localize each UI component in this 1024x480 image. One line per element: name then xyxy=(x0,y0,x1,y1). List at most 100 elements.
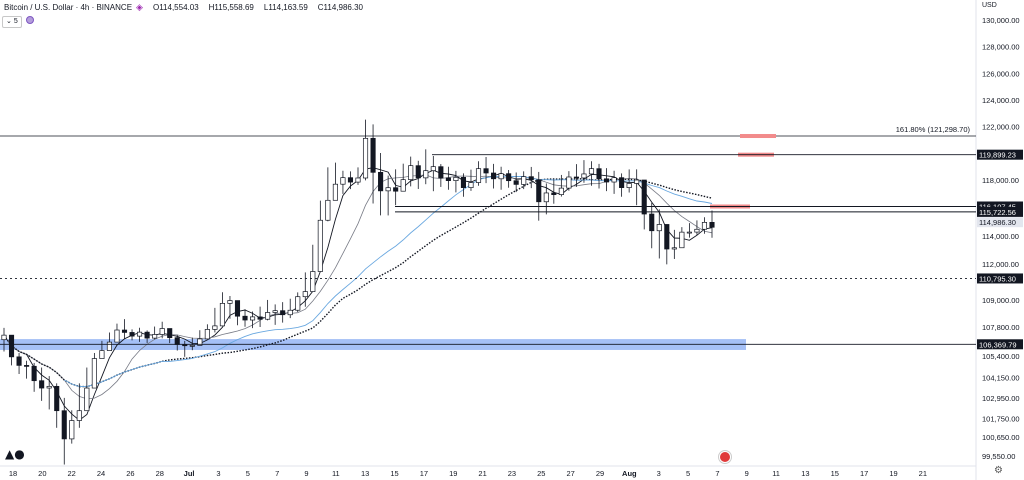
y-tick-label: 112,000.00 xyxy=(982,260,1019,269)
y-tick-label: 114,000.00 xyxy=(982,232,1019,241)
candle-body xyxy=(76,410,82,421)
price-tag-label: 110,795.30 xyxy=(979,274,1016,283)
tradingview-logo-icon[interactable]: ▲● xyxy=(5,447,25,461)
candle-body xyxy=(39,380,45,389)
x-tick-label: 13 xyxy=(361,469,369,478)
x-tick-label: 3 xyxy=(216,469,220,478)
candle-body xyxy=(121,329,128,333)
currency-label[interactable]: USD xyxy=(982,2,997,9)
candle-body xyxy=(701,222,708,230)
candle-body xyxy=(174,337,180,345)
symbol-title[interactable]: Bitcoin / U.S. Dollar · 4h · BINANCE xyxy=(4,3,133,12)
candle-body xyxy=(588,168,595,175)
us-flag-icon[interactable] xyxy=(719,451,731,463)
candle-body xyxy=(393,187,399,192)
x-tick-label: 19 xyxy=(889,469,897,478)
x-tick-label: 5 xyxy=(246,469,250,478)
candle-body xyxy=(649,213,655,232)
chart-header: Bitcoin / U.S. Dollar · 4h · BINANCE ◈ O… xyxy=(4,2,363,13)
x-tick-label: 18 xyxy=(9,469,17,478)
x-tick-label: 9 xyxy=(745,469,749,478)
candle-body xyxy=(167,328,173,339)
x-tick-label: 29 xyxy=(596,469,604,478)
x-tick-label: 27 xyxy=(566,469,574,478)
indicator-count: 5 xyxy=(13,18,18,25)
x-tick-label: 3 xyxy=(657,469,661,478)
candle-body xyxy=(445,177,451,181)
candle-body xyxy=(581,173,587,179)
y-tick-label: 126,000.00 xyxy=(982,69,1020,78)
price-tag-box xyxy=(977,149,1023,160)
y-tick-label: 101,750.00 xyxy=(982,414,1020,423)
candle-body xyxy=(219,303,225,327)
y-tick-label: 105,400.00 xyxy=(982,352,1020,361)
y-tick-label: 124,000.00 xyxy=(982,96,1020,105)
indicators-toggle-button[interactable]: ⌄ 5 xyxy=(2,16,22,28)
candle-body xyxy=(265,312,271,320)
ohlc-open: O114,554.03 xyxy=(152,3,199,12)
candle-body xyxy=(355,177,361,183)
ohlc-close: C114,986.30 xyxy=(317,3,364,12)
candle-body xyxy=(528,176,534,181)
compare-icon[interactable]: ◈ xyxy=(136,2,143,12)
candle-body xyxy=(69,420,75,440)
candle-body xyxy=(438,166,444,179)
current-price-label: 114,986.30 xyxy=(979,218,1016,227)
x-tick-label: 20 xyxy=(38,469,46,478)
y-tick-label: 100,650.00 xyxy=(982,433,1020,442)
current-price-tag-box xyxy=(977,217,1023,228)
candle-body xyxy=(536,179,542,203)
x-tick-label: 7 xyxy=(715,469,719,478)
candle-body xyxy=(619,177,625,188)
candle-body xyxy=(46,385,52,389)
candle-body xyxy=(24,365,30,367)
candle-body xyxy=(543,192,549,203)
price-tag-box xyxy=(977,339,1023,350)
candle-body xyxy=(347,177,354,183)
candle-body xyxy=(671,247,677,250)
candle-body xyxy=(362,137,369,179)
candle-body xyxy=(694,228,700,233)
candle-body xyxy=(423,170,429,179)
candle-body xyxy=(302,291,308,298)
y-tick-label: 130,000.00 xyxy=(982,16,1020,25)
candle-body xyxy=(159,328,165,335)
x-tick-label: 5 xyxy=(686,469,690,478)
y-tick-label: 128,000.00 xyxy=(982,43,1020,52)
x-tick-label: 11 xyxy=(332,469,340,478)
price-tag-box xyxy=(977,206,1023,217)
candle-body xyxy=(204,329,210,340)
x-tick-label: 17 xyxy=(860,469,868,478)
y-tick-label: 122,000.00 xyxy=(982,123,1020,132)
candle-body xyxy=(8,334,15,358)
candle-body xyxy=(114,329,120,343)
candle-body xyxy=(370,137,376,173)
x-tick-label: 21 xyxy=(478,469,486,478)
indicator-settings-icon[interactable] xyxy=(26,16,34,24)
y-tick-label: 109,000.00 xyxy=(982,296,1020,305)
candle-body xyxy=(317,219,323,272)
candle-body xyxy=(604,178,610,183)
candle-body xyxy=(558,187,564,195)
x-tick-label: 28 xyxy=(156,469,164,478)
candle-body xyxy=(378,171,384,192)
candle-body xyxy=(385,187,391,192)
candle-body xyxy=(242,315,248,321)
candle-body xyxy=(491,172,497,180)
candle-body xyxy=(84,387,90,412)
candle-body xyxy=(61,410,67,440)
candle-body xyxy=(144,331,150,339)
candle-body xyxy=(709,222,715,228)
candle-body xyxy=(54,385,60,412)
candle-body xyxy=(287,309,293,316)
price-tag-box xyxy=(977,201,1023,212)
price-tag-label: 119,899.23 xyxy=(979,151,1016,160)
x-tick-label: 13 xyxy=(801,469,809,478)
candle-body xyxy=(137,331,143,337)
gear-icon[interactable]: ⚙ xyxy=(994,465,1003,476)
candle-body xyxy=(453,176,459,181)
candle-body xyxy=(460,176,466,188)
candle-body xyxy=(498,173,504,180)
candle-body xyxy=(611,177,617,183)
